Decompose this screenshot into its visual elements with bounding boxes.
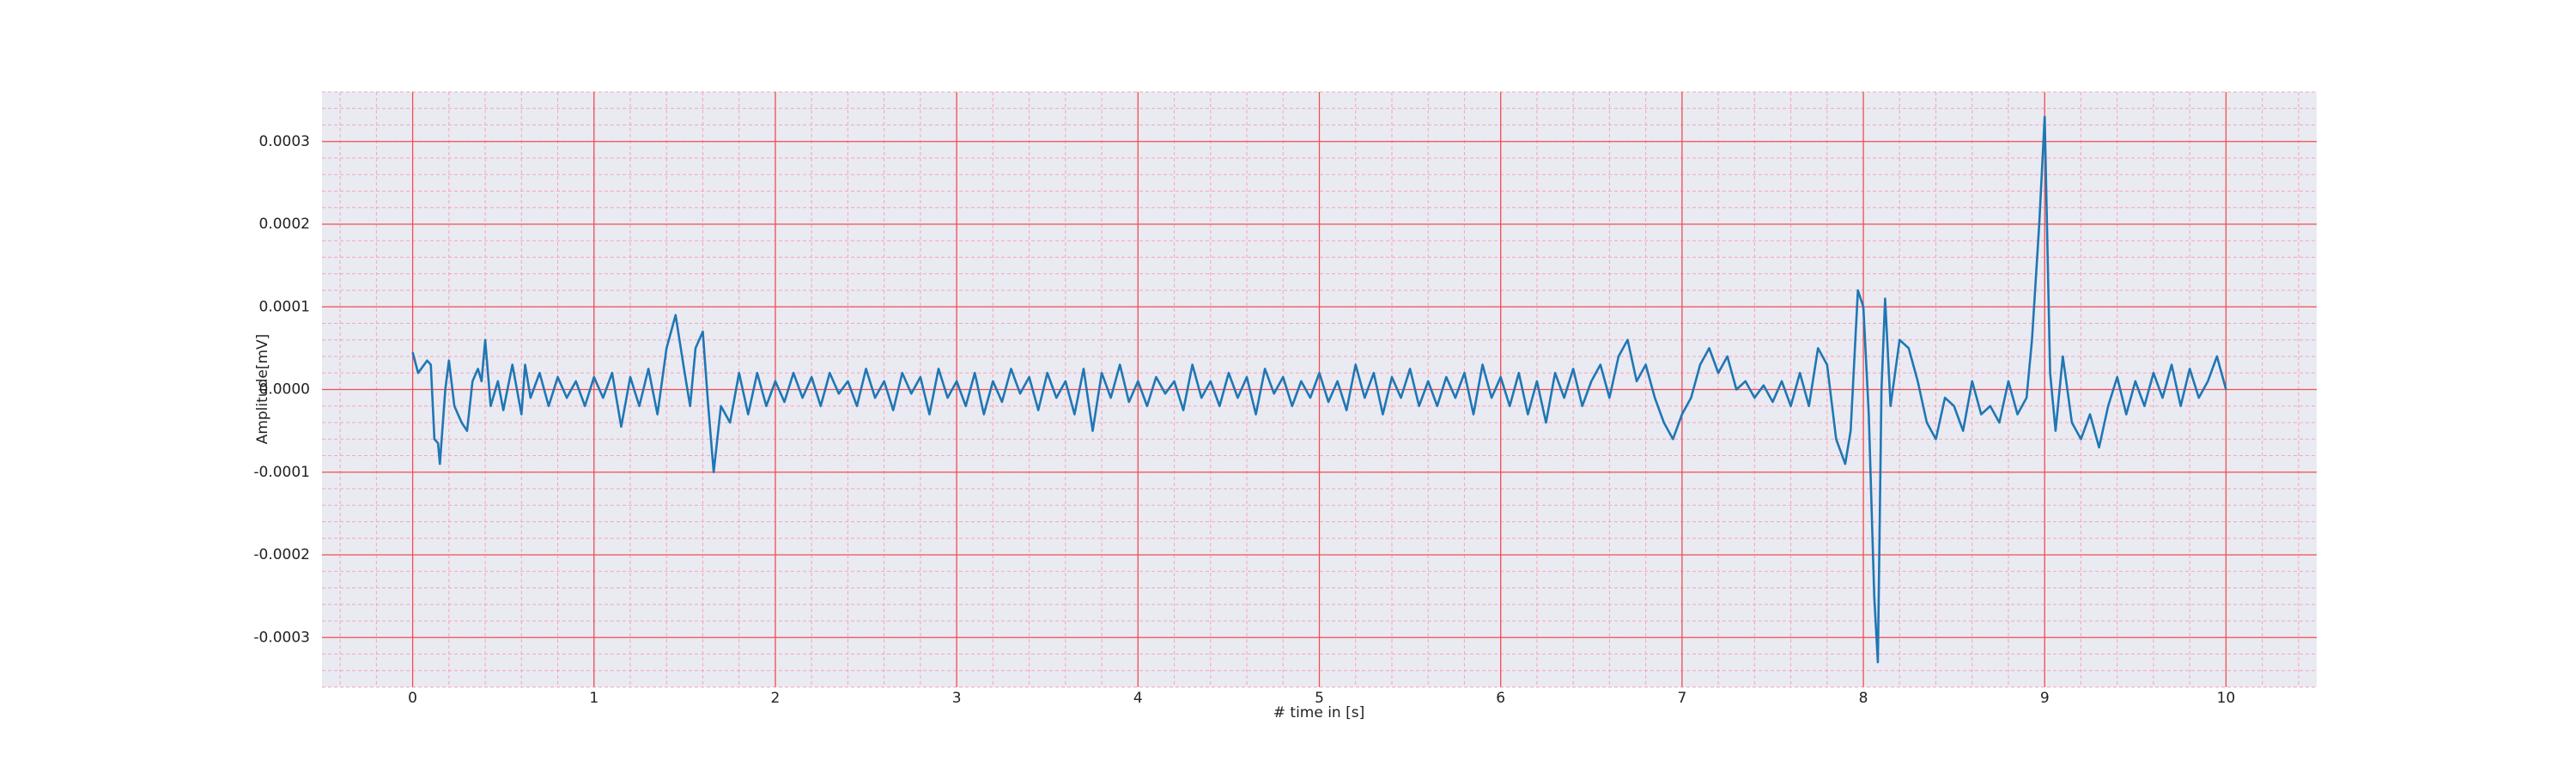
y-tick-label: 0.0001 [259,298,310,315]
x-tick-label: 6 [1496,690,1505,707]
y-tick-label: 0.0000 [259,381,310,399]
y-tick-label: -0.0002 [253,546,310,563]
x-tick-label: 7 [1677,690,1686,707]
y-tick-label: 0.0002 [259,216,310,233]
y-tick-label: -0.0001 [253,464,310,481]
x-tick-label: 3 [952,690,962,707]
y-tick-label: -0.0003 [253,629,310,646]
x-tick-label: 2 [771,690,781,707]
signal-line [411,115,2227,664]
x-tick-label: 0 [408,690,417,707]
x-tick-label: 4 [1133,690,1143,707]
x-tick-label: 9 [2040,690,2050,707]
y-axis-label: Amplitude[mV] [254,334,271,445]
x-tick-label: 5 [1315,690,1324,707]
x-axis-label: # time in [s] [1273,704,1364,721]
x-tick-label: 1 [589,690,598,707]
x-tick-label: 10 [2217,690,2236,707]
y-tick-label: 0.0003 [259,133,310,150]
x-tick-label: 8 [1859,690,1868,707]
